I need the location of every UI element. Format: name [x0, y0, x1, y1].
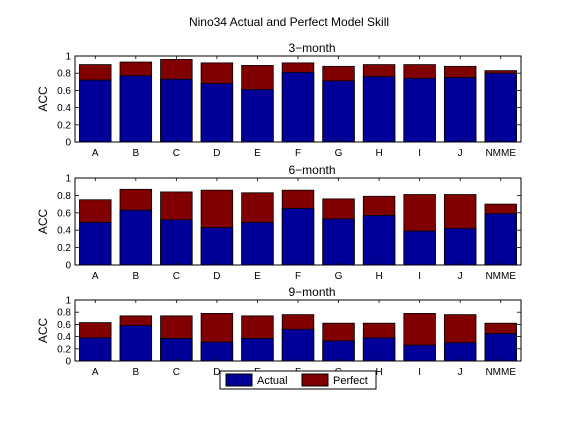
- y-axis-label: ACC: [36, 209, 50, 235]
- bar-actual-a: [79, 221, 112, 266]
- legend-swatch-actual: [225, 373, 253, 387]
- bar-actual-h: [362, 76, 396, 143]
- x-tick-label: J: [458, 367, 463, 378]
- bar-actual-f: [281, 328, 315, 362]
- subplot-title: 6−month: [288, 163, 335, 177]
- bar-actual-j: [443, 228, 477, 266]
- axes-frame: [74, 177, 522, 266]
- x-tick-label: D: [213, 148, 220, 159]
- x-tick-label: B: [132, 148, 139, 159]
- x-tick-label: G: [335, 271, 343, 282]
- y-tick-label: 1: [65, 296, 71, 307]
- x-tick-label: J: [458, 271, 463, 282]
- y-axis-label: ACC: [36, 318, 50, 344]
- x-tick-label: C: [173, 148, 180, 159]
- y-tick-label: 0.4: [57, 103, 71, 114]
- bar-actual-g: [322, 218, 355, 266]
- y-tick-label: 0.4: [57, 226, 71, 237]
- legend-swatch-perfect: [301, 373, 329, 387]
- chart-1: A B C D E F G H I J NMME 0 0.2 0.4 0.6 0.8 1 3−month ACC: [36, 41, 522, 159]
- x-tick-label: H: [375, 367, 382, 378]
- bar-actual-b: [119, 325, 153, 362]
- axes-frame: [74, 299, 522, 362]
- figure-title: Nino34 Actual and Perfect Model Skill: [189, 15, 389, 29]
- y-tick-label: 1: [65, 174, 71, 185]
- bar-actual-h: [362, 337, 396, 362]
- x-tick-label: J: [458, 148, 463, 159]
- y-tick-label: 0: [65, 261, 71, 272]
- x-tick-label: H: [375, 148, 382, 159]
- x-tick-label: D: [213, 271, 220, 282]
- chart-2: A B C D E F G H I J NMME 0 0.2 0.4 0.6 0.8 1 6−month ACC: [36, 163, 522, 282]
- bar-actual-e: [241, 338, 274, 362]
- x-tick-label: B: [132, 367, 139, 378]
- legend: Actual Perfect: [219, 370, 377, 390]
- y-tick-label: 0.2: [57, 120, 71, 131]
- subplot-title: 9−month: [288, 285, 335, 299]
- y-tick-label: 0.6: [57, 320, 71, 331]
- x-tick-label: A: [92, 271, 99, 282]
- bar-actual-h: [362, 215, 396, 266]
- x-tick-label: I: [418, 367, 421, 378]
- bar-actual-e: [241, 89, 274, 143]
- x-tick-label: F: [295, 148, 301, 159]
- x-tick-label: D: [213, 367, 220, 378]
- x-tick-label: I: [418, 271, 421, 282]
- x-tick-label: F: [295, 271, 301, 282]
- y-tick-label: 0: [65, 138, 71, 149]
- y-tick-label: 0.8: [57, 191, 71, 202]
- x-tick-label: A: [92, 367, 99, 378]
- x-tick-label: E: [254, 148, 261, 159]
- x-tick-label: H: [375, 271, 382, 282]
- bar-actual-i: [403, 230, 436, 266]
- x-tick-label: C: [173, 367, 180, 378]
- x-tick-label: C: [173, 271, 180, 282]
- bar-actual-b: [119, 75, 153, 143]
- subplot-title: 3−month: [288, 41, 335, 55]
- bar-actual-b: [119, 209, 153, 266]
- x-tick-label: A: [92, 148, 99, 159]
- bar-actual-nmme: [484, 213, 517, 266]
- bar-actual-a: [79, 337, 112, 362]
- bar-actual-d: [200, 227, 234, 266]
- x-tick-label: I: [418, 148, 421, 159]
- y-tick-label: 0.2: [57, 344, 71, 355]
- y-tick-label: 1: [65, 52, 71, 63]
- bar-actual-e: [241, 221, 274, 266]
- y-tick-label: 0.8: [57, 69, 71, 80]
- bar-actual-i: [403, 77, 436, 143]
- y-tick-label: 0.4: [57, 332, 71, 343]
- x-tick-label: NMME: [485, 367, 516, 378]
- bar-actual-c: [160, 338, 193, 362]
- bar-actual-g: [322, 80, 355, 143]
- y-tick-label: 0.6: [57, 208, 71, 219]
- bar-actual-g: [322, 340, 355, 362]
- y-axis-label: ACC: [36, 86, 50, 112]
- x-tick-label: NMME: [485, 148, 516, 159]
- bar-actual-d: [200, 83, 234, 143]
- bar-actual-j: [443, 77, 477, 143]
- bar-actual-c: [160, 219, 193, 266]
- bar-actual-c: [160, 78, 193, 143]
- bar-actual-a: [79, 79, 112, 143]
- x-tick-label: NMME: [485, 271, 516, 282]
- x-tick-label: B: [132, 271, 139, 282]
- axes-frame: [74, 55, 522, 143]
- y-tick-label: 0: [65, 357, 71, 368]
- legend-label-actual: Actual: [257, 375, 288, 387]
- y-tick-label: 0.8: [57, 308, 71, 319]
- bar-actual-nmme: [484, 72, 517, 143]
- legend-label-perfect: Perfect: [333, 375, 368, 387]
- y-tick-label: 0.2: [57, 243, 71, 254]
- bar-actual-nmme: [484, 333, 517, 362]
- x-tick-label: E: [254, 271, 261, 282]
- legend-box: [219, 370, 377, 390]
- bar-actual-f: [281, 208, 315, 266]
- bar-actual-f: [281, 71, 315, 143]
- y-tick-label: 0.6: [57, 86, 71, 97]
- x-tick-label: G: [335, 148, 343, 159]
